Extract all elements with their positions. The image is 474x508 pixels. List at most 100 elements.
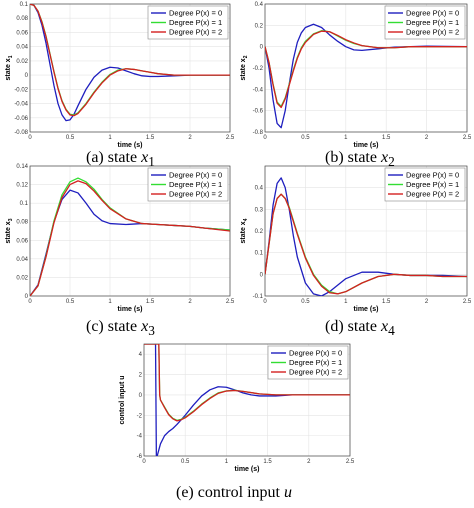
y-tick-label: 0.14 <box>16 164 28 170</box>
series-line-2 <box>265 30 467 109</box>
x-tick-label: 2.5 <box>226 135 235 141</box>
x-axis-label: time (s) <box>235 466 260 473</box>
y-tick-label: 0.3 <box>255 207 264 213</box>
chart-b: 0 0.5 1 1.5 2 2.5 -0.8 -0.6 -0.4 -0.2 0 0.2 0.4 time … <box>240 2 472 149</box>
legend-label: Degree P(x) = 0 <box>406 171 459 180</box>
x-tick-label: 2.5 <box>463 135 472 141</box>
y-tick-label: 0.06 <box>16 238 28 244</box>
y-tick-label: 0.04 <box>16 257 28 263</box>
caption-b: (b) state x2 <box>325 149 395 170</box>
x-tick-label: 0.5 <box>181 459 190 465</box>
series-line-2 <box>265 193 467 295</box>
x-tick-label: 2 <box>188 299 192 305</box>
x-tick-label: 1 <box>344 135 348 141</box>
y-tick-label: -0.1 <box>253 294 264 300</box>
x-tick-label: 1.5 <box>382 135 391 141</box>
legend-label: Degree P(x) = 2 <box>169 190 222 199</box>
x-tick-label: 1 <box>108 299 112 305</box>
x-tick-label: 2 <box>188 135 192 141</box>
y-tick-label: -6 <box>137 454 143 460</box>
chart-c: 0 0.5 1 1.5 2 2.5 0 0.02 0.04 0.06 0.08 0.1 0.12 0.14… <box>5 164 235 313</box>
legend-label: Degree P(x) = 0 <box>289 349 342 358</box>
y-tick-label: 0.02 <box>16 59 28 65</box>
y-tick-label: 0 <box>25 73 29 79</box>
y-tick-label: 0.1 <box>20 2 29 8</box>
y-tick-label: 0 <box>260 272 264 278</box>
y-axis-label: control input u <box>119 376 126 425</box>
y-axis-label: state x3 <box>5 218 14 243</box>
y-tick-label: 0.04 <box>16 45 28 51</box>
y-tick-label: -0.6 <box>253 109 264 115</box>
x-tick-label: 0 <box>142 459 146 465</box>
y-tick-label: -0.08 <box>14 130 28 136</box>
y-axis-label-subscript: 3 <box>8 218 14 221</box>
y-tick-label: -0.06 <box>14 116 28 122</box>
legend-label: Degree P(x) = 0 <box>169 9 222 18</box>
y-tick-label: 0 <box>260 45 264 51</box>
legend-label: Degree P(x) = 1 <box>289 358 342 367</box>
x-axis-label: time (s) <box>118 142 143 149</box>
y-tick-label: 4 <box>139 352 143 358</box>
legend-label: Degree P(x) = 0 <box>406 9 459 18</box>
plot-frame <box>143 343 351 457</box>
plot-frame <box>29 3 231 133</box>
x-tick-label: 2 <box>307 459 311 465</box>
x-tick-label: 0.5 <box>301 299 310 305</box>
y-axis-label: state x2 <box>240 55 249 80</box>
y-tick-label: -0.8 <box>253 130 264 136</box>
caption-a: (a) state x1 <box>86 149 155 170</box>
x-tick-label: 2.5 <box>226 299 235 305</box>
y-tick-label: 0 <box>25 294 29 300</box>
series-line-2 <box>30 4 230 117</box>
y-tick-label: -0.2 <box>253 66 264 72</box>
x-tick-label: 1 <box>344 299 348 305</box>
x-tick-label: 0.5 <box>66 135 75 141</box>
plot-frame <box>264 3 468 133</box>
y-axis-label-subscript: 2 <box>243 55 249 58</box>
y-axis-label: state x1 <box>5 55 14 80</box>
y-tick-label: -4 <box>137 434 143 440</box>
y-axis-label-subscript: 1 <box>8 55 14 58</box>
y-tick-label: 0.08 <box>16 220 28 226</box>
legend-label: Degree P(x) = 2 <box>169 28 222 37</box>
x-tick-label: 0 <box>28 135 32 141</box>
chart-a: 0 0.5 1 1.5 2 2.5 -0.08 -0.06 -0.04 -0.02 0 0.02 0.0… <box>5 2 235 149</box>
caption-d: (d) state x4 <box>325 318 395 339</box>
x-tick-label: 1.5 <box>382 299 391 305</box>
x-axis-label: time (s) <box>354 306 379 313</box>
chart-e: 0 0.5 1 1.5 2 2.5 -6 -4 -2 0 2 4 time (s) control inp… <box>119 343 355 473</box>
legend-label: Degree P(x) = 1 <box>406 18 459 27</box>
y-tick-label: 0.4 <box>255 2 264 8</box>
caption-e: (e) control input u <box>176 484 292 501</box>
plot-frame <box>264 165 468 297</box>
legend-label: Degree P(x) = 2 <box>406 28 459 37</box>
x-tick-label: 2.5 <box>346 459 355 465</box>
y-tick-label: -0.04 <box>14 102 28 108</box>
y-tick-label: 0.4 <box>255 186 264 192</box>
x-tick-label: 1 <box>108 135 112 141</box>
y-axis-label-subscript: 4 <box>243 218 249 221</box>
x-axis-label: time (s) <box>118 306 143 313</box>
y-axis-label: state x4 <box>240 218 249 243</box>
legend-label: Degree P(x) = 2 <box>406 190 459 199</box>
y-tick-label: 0.02 <box>16 275 28 281</box>
legend-label: Degree P(x) = 1 <box>406 180 459 189</box>
x-tick-label: 0 <box>28 299 32 305</box>
x-tick-label: 1.5 <box>146 135 155 141</box>
x-tick-label: 0 <box>263 135 267 141</box>
x-tick-label: 2 <box>425 299 429 305</box>
x-tick-label: 0.5 <box>66 299 75 305</box>
x-tick-label: 1.5 <box>263 459 272 465</box>
x-tick-label: 2 <box>425 135 429 141</box>
series-line-2 <box>30 180 230 296</box>
x-tick-label: 1.5 <box>146 299 155 305</box>
x-tick-label: 0.5 <box>301 135 310 141</box>
series-line-2 <box>144 344 350 422</box>
y-tick-label: 2 <box>139 373 143 379</box>
y-tick-label: 0.06 <box>16 30 28 36</box>
series-line-0 <box>30 4 230 122</box>
y-tick-label: 0.1 <box>255 251 264 257</box>
legend-label: Degree P(x) = 1 <box>169 18 222 27</box>
y-tick-label: 0.2 <box>255 23 264 29</box>
